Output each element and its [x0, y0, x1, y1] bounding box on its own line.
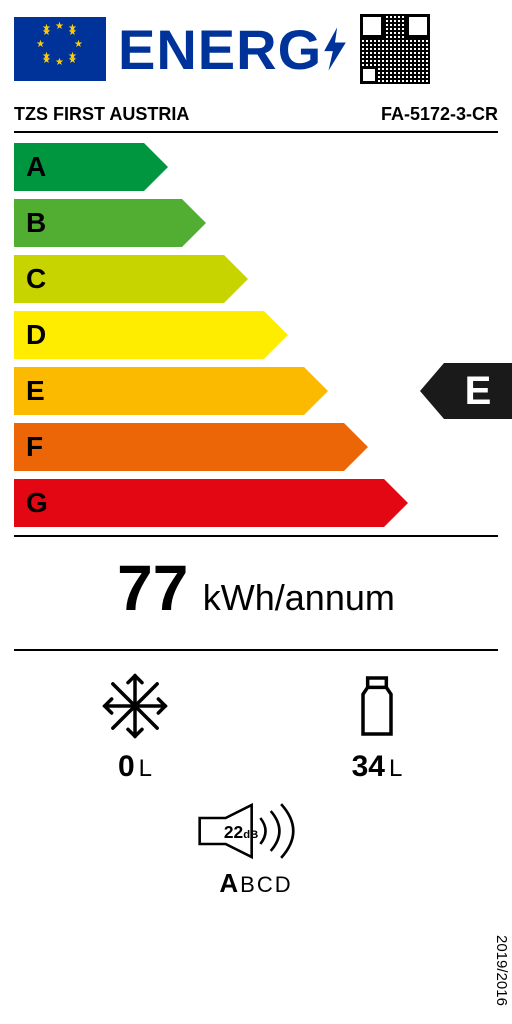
consumption-unit: kWh/annum	[203, 577, 395, 618]
rating-value: E	[444, 363, 512, 419]
noise-scale-letter: C	[257, 872, 275, 897]
fridge-block: 34L	[342, 671, 412, 784]
svg-text:22dB: 22dB	[224, 822, 258, 842]
lightning-icon	[322, 27, 348, 71]
regulation-number: 2019/2016	[493, 935, 510, 1006]
noise-scale-letter: B	[240, 872, 257, 897]
rating-arrow-D: D	[14, 311, 498, 359]
eu-flag-icon: ★ ★ ★ ★ ★ ★ ★ ★ ★ ★ ★ ★	[14, 17, 106, 81]
consumption-value: 77	[117, 552, 188, 624]
divider	[14, 649, 498, 651]
energy-title: ENERG	[118, 17, 322, 82]
bottle-icon	[342, 671, 412, 741]
noise-scale-letter: D	[275, 872, 293, 897]
rating-arrow-label: F	[14, 423, 344, 471]
speaker-icon: 22dB	[191, 796, 321, 866]
freezer-unit: L	[139, 755, 152, 782]
freezer-block: 0L	[100, 671, 170, 784]
rating-arrow-label: E	[14, 367, 304, 415]
fridge-value: 34	[352, 750, 385, 783]
header: ★ ★ ★ ★ ★ ★ ★ ★ ★ ★ ★ ★ ENERG	[14, 14, 498, 84]
rating-arrow-label: G	[14, 479, 384, 527]
rating-arrow-label: A	[14, 143, 144, 191]
rating-arrow-label: C	[14, 255, 224, 303]
qr-code-icon	[360, 14, 430, 84]
rating-arrow-G: G	[14, 479, 498, 527]
noise-value: 22	[224, 822, 243, 842]
noise-block: 22dB ABCD	[14, 796, 498, 899]
rating-arrow-label: D	[14, 311, 264, 359]
divider	[14, 535, 498, 537]
rating-arrow-label: B	[14, 199, 182, 247]
consumption: 77 kWh/annum	[14, 551, 498, 643]
rating-pointer: E	[420, 363, 512, 419]
freezer-value: 0	[118, 750, 135, 783]
noise-scale-letter: A	[219, 868, 240, 898]
noise-scale: ABCD	[219, 868, 292, 899]
snowflake-icon	[100, 671, 170, 741]
rating-arrow-F: F	[14, 423, 498, 471]
divider	[14, 131, 498, 133]
brand-row: TZS FIRST AUSTRIA FA-5172-3-CR	[14, 104, 498, 125]
model-number: FA-5172-3-CR	[381, 104, 498, 125]
brand-name: TZS FIRST AUSTRIA	[14, 104, 189, 125]
rating-arrow-B: B	[14, 199, 498, 247]
rating-arrow-C: C	[14, 255, 498, 303]
rating-arrow-A: A	[14, 143, 498, 191]
fridge-unit: L	[389, 755, 402, 782]
rating-scale: ABCDEFG E	[14, 143, 498, 527]
